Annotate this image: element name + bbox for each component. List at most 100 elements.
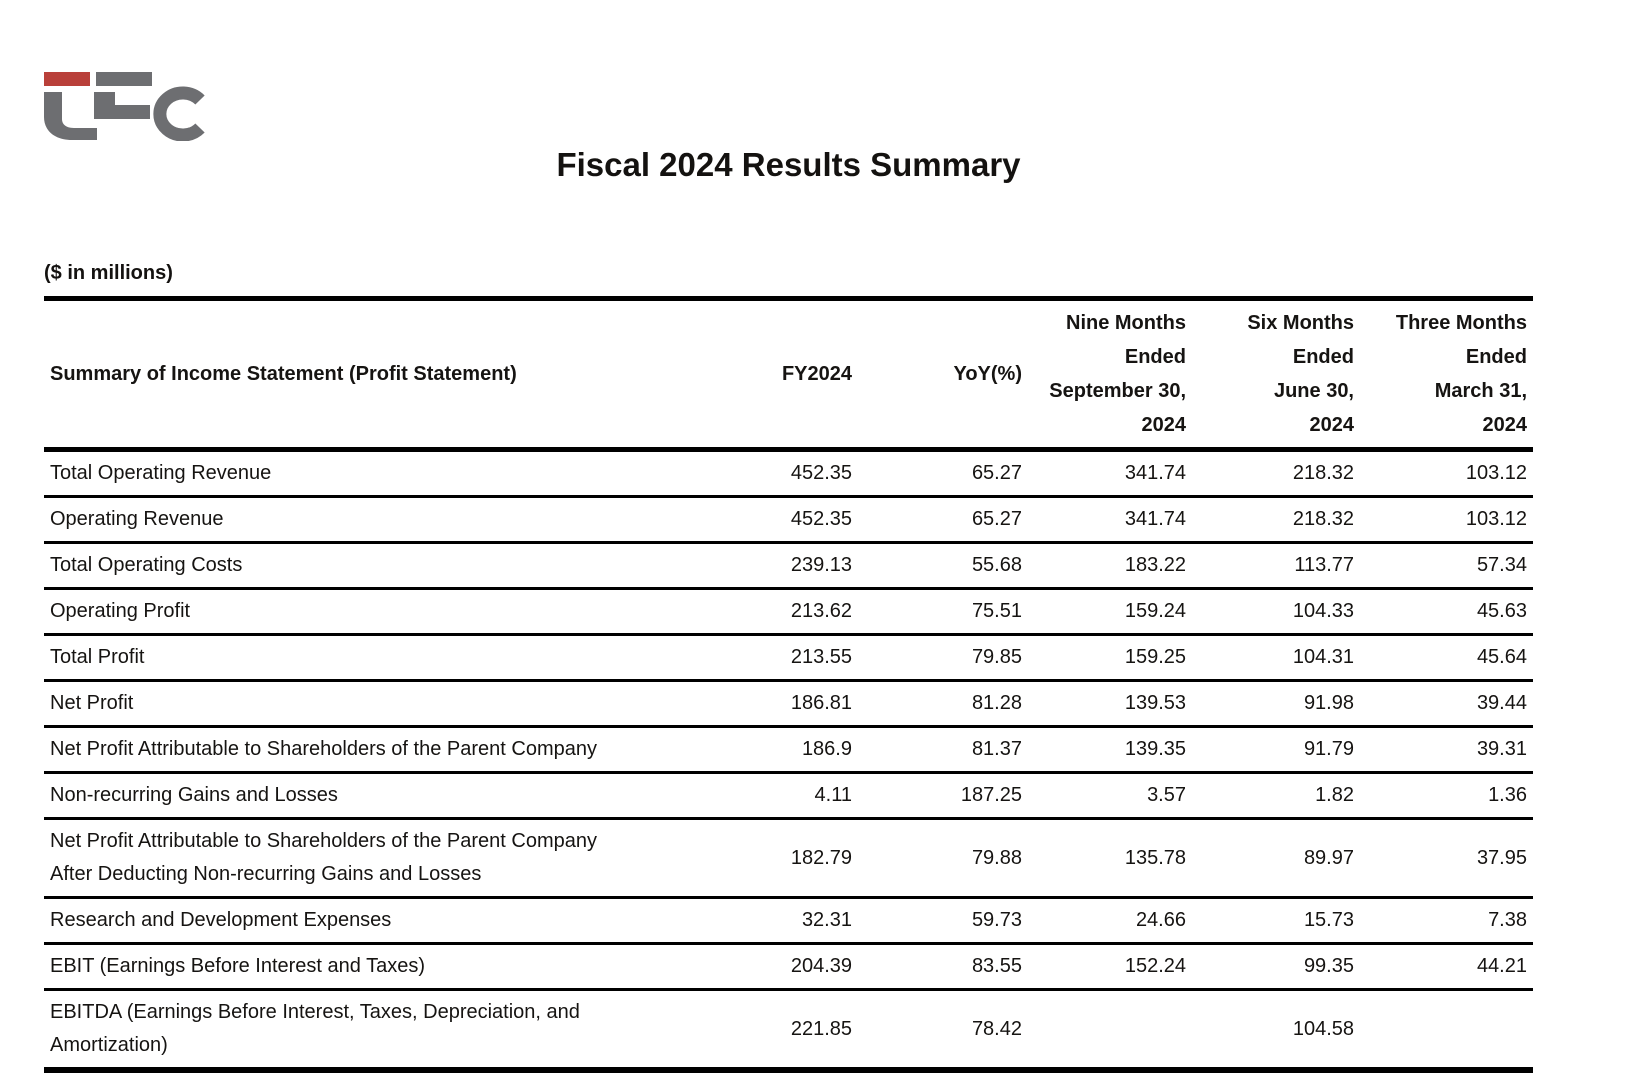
row-value-nine-months: 341.74 (1028, 448, 1192, 497)
header-line: Ended (1465, 346, 1527, 368)
table-row: Operating Profit 213.62 75.51 159.24 104… (44, 587, 1533, 635)
header-line: Ended (1124, 346, 1186, 368)
row-label: EBIT (Earnings Before Interest and Taxes… (44, 942, 698, 990)
row-value-six-months: 99.35 (1192, 942, 1360, 990)
row-label: Total Profit (44, 633, 698, 681)
table-row: EBIT (Earnings Before Interest and Taxes… (44, 942, 1533, 990)
row-value-nine-months (1028, 988, 1192, 1070)
row-value-fy2024: 452.35 (698, 448, 858, 497)
row-value-yoy: 65.27 (858, 448, 1028, 497)
table-row: Total Operating Costs 239.13 55.68 183.2… (44, 541, 1533, 589)
row-value-three-months: 45.64 (1360, 633, 1533, 681)
column-header-three-months: Three Months Ended March 31, 2024 (1360, 298, 1533, 452)
table-body: Total Operating Revenue 452.35 65.27 341… (44, 448, 1533, 1070)
row-label: Research and Development Expenses (44, 896, 698, 944)
column-header-fy2024: FY2024 (698, 298, 858, 452)
header-line: Nine Months (1066, 312, 1186, 334)
logo-red-bar (44, 72, 90, 86)
row-value-nine-months: 3.57 (1028, 771, 1192, 819)
header-line: Six Months (1247, 312, 1354, 334)
header-line: September 30, (1049, 380, 1186, 402)
logo-letter-l (44, 92, 97, 140)
row-value-three-months (1360, 988, 1533, 1070)
table-row: Non-recurring Gains and Losses 4.11 187.… (44, 771, 1533, 819)
row-value-six-months: 113.77 (1192, 541, 1360, 589)
logo-letter-c (153, 86, 205, 141)
row-value-nine-months: 159.25 (1028, 633, 1192, 681)
row-value-fy2024: 221.85 (698, 988, 858, 1070)
table-row: Net Profit Attributable to Shareholders … (44, 725, 1533, 773)
row-value-yoy: 79.85 (858, 633, 1028, 681)
header-line: Three Months (1395, 312, 1527, 334)
row-label: Total Operating Costs (44, 541, 698, 589)
header-line: 2024 (1309, 414, 1355, 436)
row-value-six-months: 91.79 (1192, 725, 1360, 773)
row-value-fy2024: 239.13 (698, 541, 858, 589)
row-value-fy2024: 213.55 (698, 633, 858, 681)
row-value-six-months: 89.97 (1192, 817, 1360, 898)
column-header-summary: Summary of Income Statement (Profit Stat… (44, 298, 698, 452)
row-value-nine-months: 341.74 (1028, 495, 1192, 543)
row-value-yoy: 81.37 (858, 725, 1028, 773)
row-value-six-months: 1.82 (1192, 771, 1360, 819)
row-value-six-months: 104.58 (1192, 988, 1360, 1070)
row-value-fy2024: 32.31 (698, 896, 858, 944)
row-label: Non-recurring Gains and Losses (44, 771, 698, 819)
row-value-nine-months: 159.24 (1028, 587, 1192, 635)
column-header-six-months: Six Months Ended June 30, 2024 (1192, 298, 1360, 452)
row-value-six-months: 218.32 (1192, 495, 1360, 543)
row-value-yoy: 78.42 (858, 988, 1028, 1070)
header-line: 2024 (1141, 414, 1187, 436)
row-value-fy2024: 186.9 (698, 725, 858, 773)
row-label: Net Profit (44, 679, 698, 727)
row-value-three-months: 39.31 (1360, 725, 1533, 773)
row-value-six-months: 104.33 (1192, 587, 1360, 635)
header-line: June 30, (1273, 380, 1354, 402)
row-value-nine-months: 135.78 (1028, 817, 1192, 898)
units-note: ($ in millions) (44, 262, 173, 284)
table-row: Total Profit 213.55 79.85 159.25 104.31 … (44, 633, 1533, 681)
table-header-row: Summary of Income Statement (Profit Stat… (44, 298, 1533, 452)
row-label: Operating Profit (44, 587, 698, 635)
row-value-yoy: 59.73 (858, 896, 1028, 944)
header-line: Ended (1292, 346, 1354, 368)
logo-gray-bar (96, 72, 152, 86)
column-header-yoy: YoY(%) (858, 298, 1028, 452)
row-value-three-months: 39.44 (1360, 679, 1533, 727)
row-value-nine-months: 139.53 (1028, 679, 1192, 727)
header-line: 2024 (1482, 414, 1528, 436)
table-row: EBITDA (Earnings Before Interest, Taxes,… (44, 988, 1533, 1070)
row-value-fy2024: 204.39 (698, 942, 858, 990)
table-row: Research and Development Expenses 32.31 … (44, 896, 1533, 944)
row-value-six-months: 15.73 (1192, 896, 1360, 944)
row-value-three-months: 57.34 (1360, 541, 1533, 589)
page-title: Fiscal 2024 Results Summary (556, 146, 1021, 183)
header-line: March 31, (1434, 380, 1527, 402)
table-row: Total Operating Revenue 452.35 65.27 341… (44, 448, 1533, 497)
row-value-yoy: 75.51 (858, 587, 1028, 635)
row-value-three-months: 37.95 (1360, 817, 1533, 898)
logo-letter-f (94, 92, 150, 119)
row-value-fy2024: 213.62 (698, 587, 858, 635)
row-value-yoy: 81.28 (858, 679, 1028, 727)
table-row: Operating Revenue 452.35 65.27 341.74 21… (44, 495, 1533, 543)
row-value-yoy: 65.27 (858, 495, 1028, 543)
row-value-fy2024: 4.11 (698, 771, 858, 819)
row-value-yoy: 83.55 (858, 942, 1028, 990)
row-value-nine-months: 152.24 (1028, 942, 1192, 990)
column-header-nine-months: Nine Months Ended September 30, 2024 (1028, 298, 1192, 452)
results-table: Summary of Income Statement (Profit Stat… (44, 296, 1533, 1073)
row-value-fy2024: 452.35 (698, 495, 858, 543)
table-row: Net Profit Attributable to Shareholders … (44, 817, 1533, 898)
table-row: Net Profit 186.81 81.28 139.53 91.98 39.… (44, 679, 1533, 727)
row-value-three-months: 7.38 (1360, 896, 1533, 944)
row-label: Net Profit Attributable to Shareholders … (44, 817, 698, 898)
row-value-three-months: 103.12 (1360, 448, 1533, 497)
row-value-nine-months: 139.35 (1028, 725, 1192, 773)
row-value-nine-months: 24.66 (1028, 896, 1192, 944)
row-value-six-months: 218.32 (1192, 448, 1360, 497)
row-value-yoy: 79.88 (858, 817, 1028, 898)
row-value-six-months: 91.98 (1192, 679, 1360, 727)
row-label: EBITDA (Earnings Before Interest, Taxes,… (44, 988, 698, 1070)
